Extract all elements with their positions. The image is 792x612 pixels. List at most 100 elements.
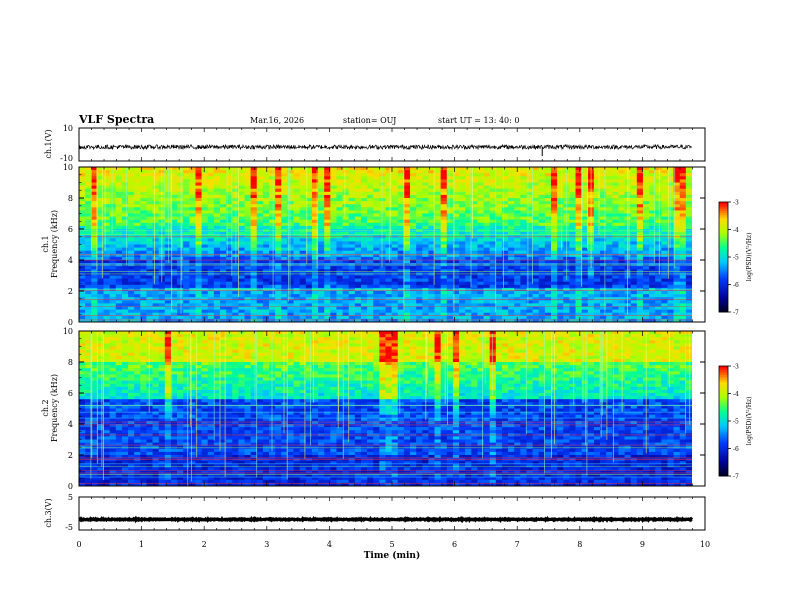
spectrogram-cell: [305, 232, 313, 236]
spectrogram-cell: [183, 182, 190, 186]
ch1-ytick-label: 10: [63, 124, 73, 133]
spectrogram-cell: [465, 176, 472, 180]
spectrogram-cell: [514, 269, 521, 273]
spectrogram-cell: [397, 275, 405, 279]
spectrogram-cell: [103, 173, 110, 177]
spectrogram-cell: [354, 173, 362, 177]
spectrogram-cell: [526, 225, 533, 230]
spectrogram-cell: [140, 176, 147, 180]
spectrogram-cell: [471, 185, 478, 189]
spectrogram-cell: [600, 253, 607, 258]
spectrogram-cell: [618, 278, 625, 282]
spectrogram-cell: [593, 216, 601, 220]
spectrogram-cell: [79, 238, 86, 242]
spectrogram-cell: [238, 303, 245, 307]
spectrogram-cell: [495, 182, 503, 186]
spectrogram-cell: [330, 232, 337, 236]
spectrogram-cell: [226, 201, 233, 205]
spectrogram-cell: [551, 247, 558, 251]
spectrogram-cell: [514, 253, 521, 258]
spectrogram-cell: [563, 291, 570, 295]
spectrogram-cell: [170, 278, 178, 282]
spectrogram-cell: [232, 291, 239, 295]
spectrogram-cell: [348, 170, 356, 174]
spectrogram-cell: [667, 260, 674, 264]
spectrogram-cell: [373, 173, 380, 177]
spectrogram-cell: [348, 188, 356, 193]
spectrogram-cell: [403, 176, 411, 180]
spectrogram-cell: [520, 260, 527, 264]
spectrogram-cell: [140, 315, 147, 320]
spectrogram-cell: [569, 318, 576, 323]
spectrogram-cell: [164, 256, 172, 261]
spectrogram-cell: [360, 250, 368, 255]
spectrogram-cell: [275, 309, 282, 313]
spectrogram-cell: [367, 269, 374, 273]
spectrogram-cell: [103, 269, 110, 273]
spectrogram-cell: [661, 281, 668, 286]
spectrogram-cell: [318, 294, 325, 298]
spectrogram-cell: [440, 182, 448, 186]
spectrogram-cell: [526, 176, 533, 180]
spectrogram-cell: [581, 315, 589, 320]
spectrogram-cell: [262, 294, 270, 298]
spectrogram-cell: [152, 232, 159, 236]
spectrogram-cell: [446, 167, 454, 171]
spectrogram-cell: [452, 250, 460, 255]
spectrogram-cell: [593, 232, 601, 236]
spectrogram-cell: [244, 170, 251, 174]
spectrogram-cell: [581, 207, 589, 211]
spectrogram-cell: [508, 191, 515, 196]
spectrogram-cell: [342, 170, 350, 174]
spectrogram-cell: [311, 204, 319, 208]
spectrogram-cell: [262, 306, 270, 310]
spectrogram-cell: [403, 309, 411, 313]
spectrogram-cell: [581, 309, 589, 313]
spectrogram-cell: [134, 303, 141, 307]
spectrogram-cell: [128, 232, 135, 236]
spectrogram-cell: [275, 198, 282, 202]
spectrogram-cell: [410, 284, 417, 289]
spectrogram-cell: [207, 303, 215, 307]
spectrogram-cell: [250, 250, 258, 255]
spectrogram-cell: [250, 225, 258, 230]
spectrogram-cell: [428, 232, 435, 236]
spectrogram-cell: [269, 315, 276, 320]
spectrogram-cell: [379, 198, 386, 202]
spectrogram-cell: [452, 275, 460, 279]
spectrogram-cell: [256, 300, 264, 304]
spectrogram-cell: [121, 188, 129, 193]
spectrogram-cell: [459, 225, 466, 230]
spectrogram-cell: [612, 297, 619, 301]
spectrogram-cell: [569, 281, 576, 286]
spectrogram-cell: [373, 198, 380, 202]
spectrogram-cell: [109, 306, 117, 310]
spectrogram-cell: [667, 250, 674, 255]
spectrogram-cell: [544, 216, 552, 220]
spectrogram-cell: [532, 275, 540, 279]
spectrogram-cell: [557, 219, 564, 224]
spectrogram-cell: [667, 303, 674, 307]
spectrogram-cell: [140, 238, 147, 242]
spectrogram-cell: [281, 176, 288, 180]
spectrogram-cell: [557, 167, 564, 171]
spectrogram-cell: [299, 201, 307, 205]
spectrogram-cell: [360, 300, 368, 304]
spectrogram-cell: [416, 213, 423, 217]
spectrogram-cell: [213, 182, 221, 186]
spectrogram-cell: [508, 241, 515, 245]
spectrogram-cell: [109, 291, 117, 295]
spectrogram-cell: [91, 201, 98, 205]
spectrogram-cell: [446, 194, 454, 199]
spectrogram-cell: [403, 238, 411, 242]
spectrogram-cell: [91, 213, 98, 217]
spectrogram-cell: [434, 291, 441, 295]
spectrogram-cell: [649, 222, 656, 227]
spectrogram-cell: [91, 194, 98, 199]
spectrogram-cell: [459, 278, 466, 282]
spectrogram-cell: [299, 241, 307, 245]
spectrogram-cell: [195, 207, 202, 211]
spectrogram-cell: [446, 278, 454, 282]
spectrogram-cell: [440, 204, 448, 208]
spectrogram-cell: [262, 291, 270, 295]
